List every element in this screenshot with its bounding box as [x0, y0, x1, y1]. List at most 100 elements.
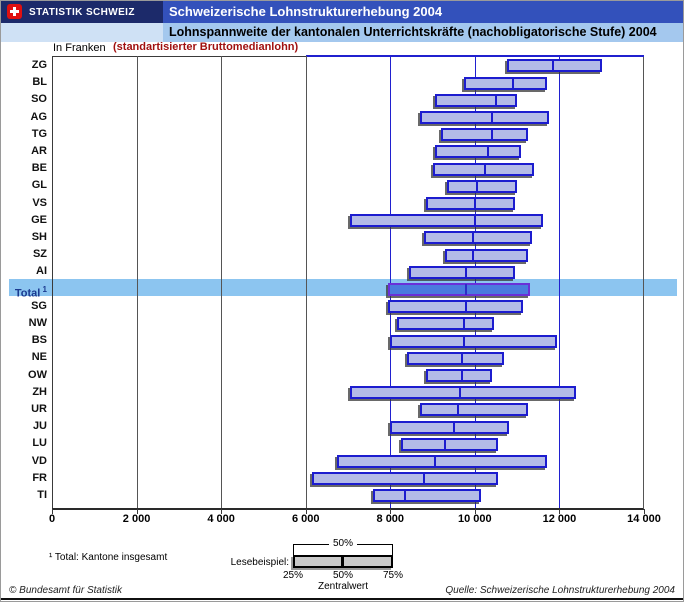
canton-label-BL: BL: [32, 76, 47, 89]
range-box-SO: [434, 93, 518, 107]
x-tick-14000: [644, 509, 645, 514]
range-box-SH: [424, 231, 532, 245]
median-line-BS: [463, 335, 466, 347]
median-line-NE: [461, 352, 464, 364]
x-tick-label-0: 0: [48, 513, 56, 525]
legend-bracket-label: 50%: [328, 538, 358, 549]
bottom-border-bar: [1, 598, 683, 600]
canton-label-NW: NW: [28, 317, 47, 329]
range-box-LU: [400, 437, 499, 451]
median-line-AI: [465, 266, 468, 278]
range-box-UR: [419, 403, 528, 417]
brand-label: STATISTIK SCHWEIZ: [29, 7, 135, 18]
range-box-AG: [419, 110, 549, 124]
legend-label: Lesebeispiel:: [230, 557, 289, 568]
plot-frame-left: [52, 56, 53, 509]
x-tick-12000: [559, 509, 561, 514]
canton-label-GE: GE: [31, 213, 47, 226]
median-line-VD: [433, 455, 436, 467]
range-box-Total: [388, 282, 530, 296]
median-line-BL: [511, 77, 514, 89]
copyright-text: © Bundesamt für Statistik: [9, 585, 122, 596]
canton-label-BE: BE: [31, 162, 47, 175]
chart-subtitle: Lohnspannweite der kantonalen Unterricht…: [169, 25, 657, 39]
canton-label-ZH: ZH: [32, 385, 47, 398]
canton-label-JU: JU: [32, 420, 47, 433]
canton-label-VD: VD: [31, 454, 47, 467]
median-line-SG: [465, 301, 468, 313]
median-line-GL: [475, 180, 478, 192]
median-line-TG: [490, 129, 493, 141]
canton-label-AG: AG: [30, 110, 48, 123]
median-line-ZH: [459, 387, 462, 399]
source-text: Quelle: Schweizerische Lohnstrukturerheb…: [445, 585, 675, 596]
x-tick-6000: [305, 509, 307, 514]
range-box-NE: [407, 351, 505, 365]
gridline-12000: [559, 56, 561, 508]
range-box-BL: [464, 76, 547, 90]
range-box-BS: [390, 334, 558, 348]
median-line-NW: [463, 318, 466, 330]
x-tick-8000: [390, 509, 392, 514]
range-box-GE: [350, 214, 543, 228]
canton-label-FR: FR: [32, 471, 47, 484]
range-box-OW: [426, 368, 492, 382]
range-box-TG: [441, 128, 528, 142]
canton-label-VS: VS: [32, 196, 47, 209]
median-line-OW: [461, 369, 464, 381]
range-box-AR: [434, 145, 522, 159]
canton-label-column: ZG BL SO AG TG AR BE GL VS GE SH SZ AI Total 1 SG NW BS N…: [1, 56, 47, 509]
range-box-GL: [447, 179, 518, 193]
range-box-AI: [409, 265, 516, 279]
range-box-SG: [388, 300, 524, 314]
median-line-UR: [456, 404, 459, 416]
median-line-LU: [444, 438, 447, 450]
legend-p25-label: 25%: [282, 570, 303, 581]
range-box-SZ: [445, 248, 528, 262]
canton-label-Total: Total 1: [14, 284, 47, 300]
canton-label-SG: SG: [31, 299, 47, 312]
range-box-BE: [432, 162, 535, 176]
header-subtitle-band: Lohnspannweite der kantonalen Unterricht…: [1, 23, 683, 42]
legend-p75-label: 75%: [382, 570, 403, 581]
highlight-band-Total: [9, 279, 677, 297]
canton-label-UR: UR: [31, 403, 47, 415]
gridline-4000: [221, 56, 223, 508]
median-line-SO: [494, 94, 497, 106]
gridline-6000: [305, 56, 307, 508]
median-line-AG: [490, 111, 493, 123]
median-line-Total: [465, 283, 468, 295]
x-tick-label-6000: 6 000: [291, 513, 320, 525]
x-tick-4000: [221, 509, 223, 514]
range-box-ZG: [506, 59, 602, 73]
axis-unit-label: In Franken: [53, 42, 106, 54]
x-tick-10000: [474, 509, 476, 514]
page-title: Schweizerische Lohnstrukturerhebung 2004: [169, 4, 443, 19]
gridline-10000: [474, 56, 476, 508]
canton-label-ZG: ZG: [31, 59, 47, 71]
canton-label-TG: TG: [31, 127, 47, 140]
x-tick-label-2000: 2 000: [122, 513, 151, 525]
range-box-FR: [312, 472, 499, 486]
legend-caption: Zentralwert: [317, 581, 368, 592]
chart-plot-area: [9, 55, 677, 510]
range-box-VD: [337, 454, 547, 468]
median-line-JU: [452, 421, 455, 433]
x-tick-label-10000: 10 000: [458, 513, 492, 525]
canton-label-GL: GL: [31, 179, 47, 192]
plot-frame-right: [643, 56, 644, 509]
plot-frame-bottom: [52, 508, 644, 510]
legend-median-divider: [341, 556, 344, 566]
median-line-ZG: [552, 60, 555, 72]
canton-label-LU: LU: [32, 437, 47, 450]
median-line-VS: [473, 197, 476, 209]
legend-p50-label: 50%: [332, 570, 353, 581]
x-tick-label-12000: 12 000: [542, 513, 577, 525]
footnote-total: ¹ Total: Kantone insgesamt: [49, 552, 168, 563]
canton-label-SZ: SZ: [32, 248, 47, 261]
legend-example-box: [293, 555, 393, 568]
range-box-VS: [426, 196, 516, 210]
canton-label-SO: SO: [31, 93, 47, 106]
canton-label-NE: NE: [31, 351, 47, 364]
